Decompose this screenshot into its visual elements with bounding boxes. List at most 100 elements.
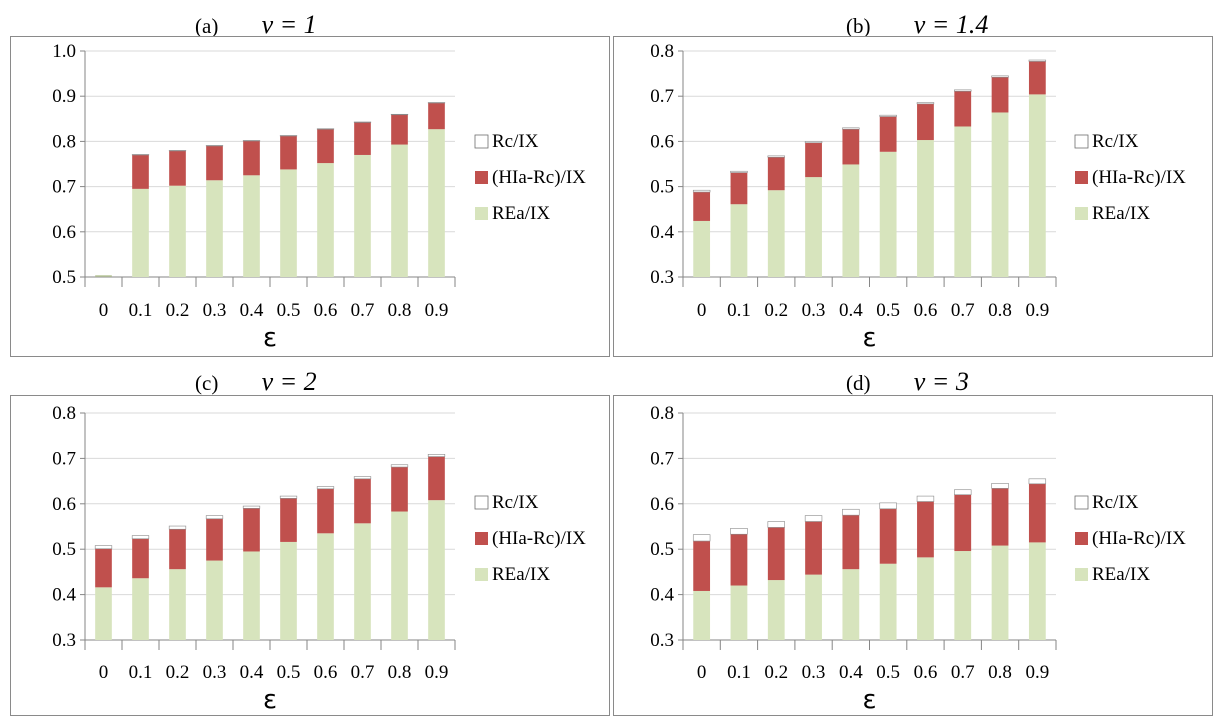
- x-tick-label: 0: [697, 662, 707, 683]
- bar-reaix: [280, 169, 297, 277]
- x-tick-label: 0.4: [839, 300, 863, 321]
- bar-reaix: [842, 164, 860, 277]
- bar-rcix: [168, 525, 187, 530]
- bar-reaix: [954, 551, 972, 640]
- bar-hiarcix: [354, 122, 371, 155]
- y-tick-label: 0.3: [650, 630, 674, 651]
- bar-hiarcix: [317, 129, 334, 164]
- bar-rcix: [767, 521, 785, 528]
- bar-reaix: [280, 541, 297, 640]
- panel-title-b: (b) ν = 1.4: [846, 10, 988, 40]
- bar-rcix: [842, 508, 860, 516]
- bar-rcix: [316, 128, 335, 130]
- bar-hiarcix: [391, 114, 408, 145]
- bar-hiarcix: [354, 478, 371, 524]
- bar-hiarcix: [805, 521, 822, 575]
- bar-hiarcix: [428, 456, 445, 501]
- bar-rcix: [1028, 59, 1047, 62]
- bar-hiarcix: [730, 172, 748, 205]
- bar-rcix: [692, 189, 711, 193]
- bar-reaix: [354, 154, 371, 277]
- bar-rcix: [767, 155, 785, 158]
- legend-label: Rc/IX: [1092, 492, 1139, 513]
- x-tick-label: 0: [99, 662, 109, 683]
- bar-rcix: [205, 145, 224, 147]
- legend-swatch: [474, 134, 489, 149]
- bar-hiarcix: [767, 157, 785, 191]
- bar-hiarcix: [428, 102, 445, 130]
- panel-title-c: (c) ν = 2: [195, 367, 317, 397]
- bar-reaix: [917, 557, 934, 640]
- x-tick-label: 0.7: [351, 300, 375, 321]
- bar-hiarcix: [693, 192, 711, 221]
- y-tick-label: 1.0: [52, 41, 76, 62]
- bar-hiarcix: [132, 538, 149, 579]
- x-tick-label: 0.9: [1025, 662, 1049, 683]
- bar-rcix: [916, 495, 935, 502]
- chart-group-c: 0.3 0.4 0.5 0.6 0.7 0.8 0 0.1 0.2 0.3 0.4 0.5 0.6 0.7…: [52, 403, 586, 715]
- legend-label: Rc/IX: [492, 131, 539, 152]
- bar-reaix: [243, 551, 260, 640]
- nu-value: ν = 1.4: [913, 10, 989, 39]
- bar-rcix: [427, 102, 446, 104]
- x-tick-label: 0.3: [802, 300, 826, 321]
- bar-hiarcix: [842, 129, 860, 165]
- bar-hiarcix: [169, 150, 186, 186]
- panel-label: (d): [846, 371, 871, 395]
- x-tick-label: 0.1: [727, 300, 751, 321]
- x-tick-label: 0.9: [1025, 300, 1049, 321]
- y-tick-label: 0.5: [52, 539, 76, 560]
- bar-rcix: [168, 150, 187, 152]
- bar-hiarcix: [879, 508, 897, 564]
- bar-hiarcix: [169, 529, 186, 570]
- x-tick-label: 0.4: [240, 662, 264, 683]
- bar-hiarcix: [243, 140, 260, 176]
- bar-rcix: [879, 502, 897, 510]
- y-tick-label: 0.5: [650, 539, 674, 560]
- bar-rcix: [991, 75, 1009, 78]
- bar-hiarcix: [280, 498, 297, 542]
- bar-rcix: [242, 505, 261, 509]
- legend-label: REa/IX: [492, 564, 550, 585]
- bar-rcix: [804, 515, 823, 522]
- bar-hiarcix: [805, 142, 822, 178]
- x-tick-label: 0.2: [764, 300, 788, 321]
- x-tick-label: 0.4: [839, 662, 863, 683]
- bar-hiarcix: [767, 527, 785, 581]
- chart-group-d: 0.3 0.4 0.5 0.6 0.7 0.8 0 0.1 0.2 0.3 0.4 0.5 0.6 0.7…: [650, 403, 1186, 715]
- x-tick-label: 0.1: [727, 662, 751, 683]
- bar-reaix: [991, 112, 1009, 277]
- y-tick-label: 0.7: [650, 86, 674, 107]
- bar-hiarcix: [917, 501, 934, 558]
- x-tick-label: 0.7: [951, 300, 975, 321]
- bar-reaix: [95, 587, 112, 640]
- y-tick-label: 0.5: [650, 177, 674, 198]
- bar-hiarcix: [132, 154, 149, 189]
- bar-hiarcix: [991, 77, 1009, 113]
- bar-reaix: [391, 144, 408, 277]
- bar-reaix: [169, 569, 186, 640]
- chart-panel-a: [10, 36, 610, 357]
- x-tick-label: 0.2: [764, 662, 788, 683]
- bar-rcix: [879, 114, 897, 117]
- legend-swatch: [1075, 207, 1088, 220]
- bar-reaix: [206, 180, 223, 277]
- y-tick-label: 0.6: [650, 494, 674, 515]
- bar-rcix: [1028, 478, 1047, 485]
- y-tick-label: 0.4: [52, 585, 76, 606]
- bar-hiarcix: [1028, 483, 1046, 543]
- bar-rcix: [94, 545, 113, 550]
- x-tick-label: 0.3: [802, 662, 826, 683]
- x-tick-label: 0.6: [314, 300, 338, 321]
- x-tick-label: 0.7: [351, 662, 375, 683]
- bar-reaix: [767, 190, 785, 277]
- bar-reaix: [1028, 94, 1046, 277]
- bar-hiarcix: [391, 467, 408, 512]
- nu-value: ν = 3: [913, 367, 969, 396]
- bar-rcix: [279, 495, 298, 499]
- nu-value: ν = 1: [261, 10, 317, 39]
- bar-reaix: [428, 500, 445, 640]
- legend-label: (HIa-Rc)/IX: [1092, 167, 1186, 188]
- legend-label: Rc/IX: [1092, 131, 1139, 152]
